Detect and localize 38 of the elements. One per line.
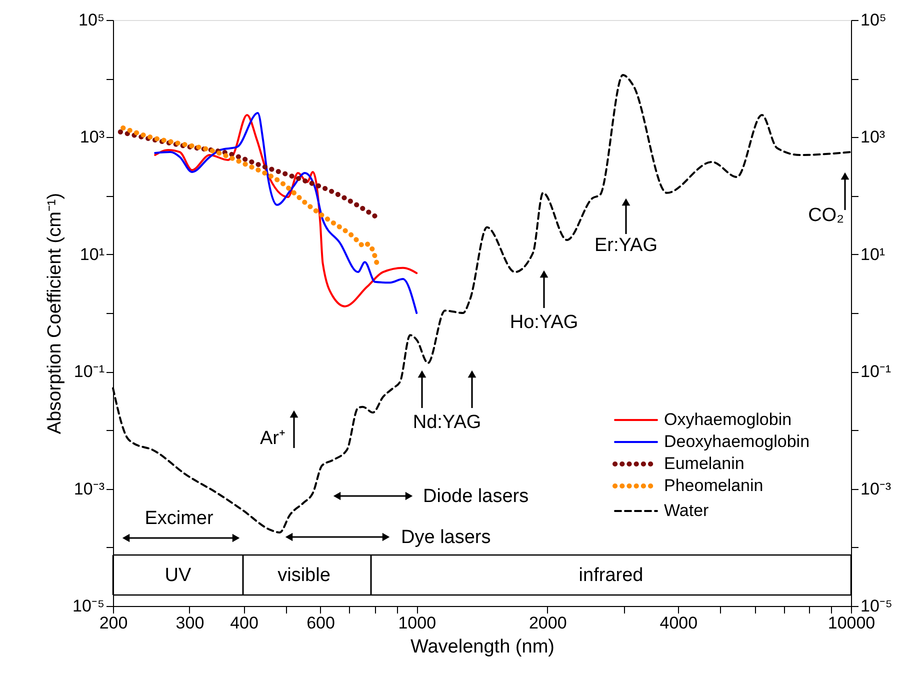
annotation: visible xyxy=(278,565,330,586)
annotation: Er:YAG xyxy=(594,235,658,256)
x-tick-label: 1000 xyxy=(398,614,436,632)
y-tick-label: 10⁵ xyxy=(78,10,104,30)
annotation: Dye lasers xyxy=(401,527,491,548)
legend-label: Eumelanin xyxy=(664,454,744,473)
legend-label: Deoxyhaemoglobin xyxy=(664,432,810,451)
y-tick-label: 10⁻⁵ xyxy=(72,596,104,616)
legend-label: Oxyhaemoglobin xyxy=(664,410,792,429)
x-tick-label: 4000 xyxy=(660,614,698,632)
x-tick-label: 10000 xyxy=(828,614,876,632)
y-tick-label: 10³ xyxy=(80,128,105,147)
x-tick-label: 2000 xyxy=(528,614,567,632)
y-tick-label: 10⁻³ xyxy=(74,479,105,498)
legend-label: Water xyxy=(664,501,710,520)
text: 10⁻¹ xyxy=(860,362,892,382)
x-tick-label: 400 xyxy=(230,614,258,632)
x-tick-label: 600 xyxy=(306,614,335,632)
annotation: CO₂ xyxy=(808,205,844,226)
text: 10³ xyxy=(860,128,886,147)
x-tick-label: 300 xyxy=(176,614,204,632)
legend-label: Pheomelanin xyxy=(664,476,764,495)
annotation: infrared xyxy=(578,565,644,586)
y-axis-title: Absorption Coefficient (cm⁻¹) xyxy=(44,192,66,434)
y-tick-label: 10⁻¹ xyxy=(74,362,105,382)
y-tick-label: 10¹ xyxy=(80,244,105,264)
x-axis-title: Wavelength (nm) xyxy=(410,636,554,658)
text: 10¹ xyxy=(860,244,886,264)
annotation: Diode lasers xyxy=(423,486,529,507)
annotation: Ho:YAG xyxy=(510,312,578,333)
x-tick-label: 200 xyxy=(99,614,128,632)
annotation: Nd:YAG xyxy=(412,412,482,433)
text: 10⁻³ xyxy=(860,479,892,498)
text: 10⁻⁵ xyxy=(860,596,892,616)
text: 10⁵ xyxy=(860,10,886,30)
annotation: Excimer xyxy=(144,508,214,529)
annotation: Ar⁺ xyxy=(260,428,285,449)
annotation: UV xyxy=(164,565,192,586)
